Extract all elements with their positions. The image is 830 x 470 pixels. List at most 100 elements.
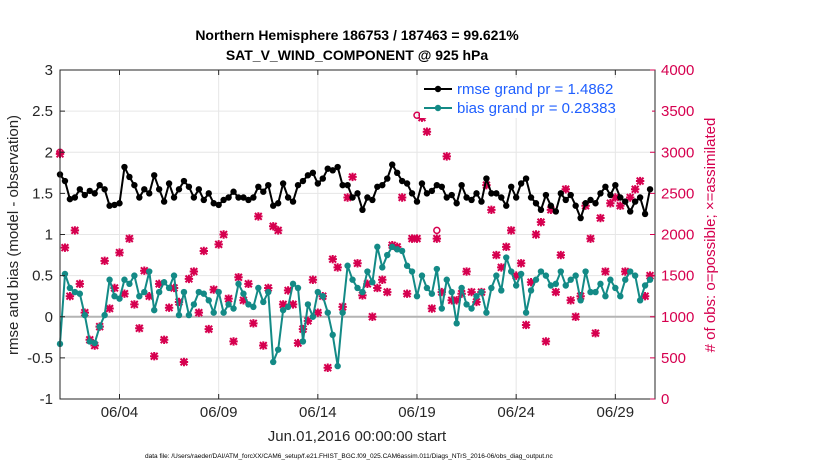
data-point-rmse [503,202,510,209]
data-point-obs-assimilated [586,234,595,243]
marker-shape [60,243,70,252]
data-point-bias [562,282,569,289]
data-point-bias [617,292,624,300]
data-point-rmse [230,188,237,195]
data-point-obs-assimilated [467,287,476,297]
data-point-rmse [567,191,574,199]
marker-shape [244,279,253,289]
data-point-bias [289,280,297,288]
marker-shape [427,304,437,313]
data-point-obs-assimilated [219,230,228,239]
data-point-bias [512,282,520,289]
y-axis-label: rmse and bias (model - observation) [5,115,22,355]
data-point-obs-assimilated [611,193,620,202]
data-point-obs-assimilated [105,304,114,313]
marker-shape [407,234,417,243]
data-point-rmse [577,214,584,222]
data-point-bias [349,276,356,283]
y-tick-label: 1 [45,227,53,244]
data-point-obs-assimilated [526,278,536,287]
chart-subtitle: SAT_V_WIND_COMPONENT @ 925 hPa [226,47,489,63]
data-point-bias [646,276,654,283]
marker-shape [249,319,258,328]
data-point-bias [205,297,212,304]
data-point-bias [250,303,257,311]
marker-shape [591,329,600,338]
marker-shape [516,259,526,268]
data-point-bias [597,280,604,288]
marker-shape [224,294,233,303]
marker-shape [288,300,298,309]
marker-shape [214,240,223,249]
marker-shape [432,234,442,243]
marker-shape [164,303,174,312]
data-point-rmse [210,200,217,207]
y-right-tick-label: 1500 [661,268,694,285]
data-point-obs-assimilated [551,287,561,297]
x-axis-label: Jun.01,2016 00:00:00 start [268,428,447,445]
legend-entry-bias: bias grand pr = 0.28383 [424,100,616,117]
data-point-rmse [374,183,381,190]
data-point-rmse [498,194,505,201]
data-point-rmse [151,172,158,179]
data-point-rmse [468,196,475,204]
data-point-rmse [488,190,495,197]
data-point-bias [180,288,188,296]
data-point-bias [86,338,93,345]
data-point-obs-assimilated [323,363,332,372]
marker-shape [323,363,332,372]
marker-shape [204,324,213,334]
data-point-bias [631,272,639,279]
data-point-rmse [597,190,604,197]
marker-shape [422,127,432,136]
x-tick-label: 06/14 [299,404,337,421]
data-point-bias [428,290,436,297]
data-point-bias [255,284,262,292]
data-point-rmse [612,181,619,189]
data-point-rmse [622,198,629,205]
data-point-bias [354,284,361,292]
data-point-rmse [537,206,545,214]
marker-shape [526,278,536,287]
data-point-obs-assimilated [407,234,417,243]
marker-shape [363,279,372,289]
data-point-obs-assimilated [432,234,442,243]
data-point-rmse [532,200,540,207]
data-point-bias [438,305,445,312]
data-point-bias [121,276,128,283]
marker-shape [561,185,570,194]
data-point-bias [71,288,79,296]
data-point-bias [76,290,84,297]
data-point-rmse [76,186,84,193]
marker-shape [616,201,625,210]
data-point-bias [552,280,560,288]
data-point-rmse [180,177,188,185]
data-point-bias [577,297,584,304]
data-point-obs-assimilated [621,267,630,276]
marker-shape [551,287,561,297]
data-point-obs-assimilated [169,283,179,293]
marker-shape [462,267,471,276]
data-point-rmse [522,175,530,182]
data-point-obs-assimilated [70,226,80,235]
data-point-obs-assimilated [273,226,283,235]
data-point-rmse [314,180,322,187]
marker-shape [482,180,491,190]
data-point-obs-assimilated [125,234,134,243]
data-point-obs-assimilated [110,283,119,293]
data-point-rmse [582,200,589,207]
x-tick-label: 06/29 [597,404,635,421]
data-point-rmse [255,183,262,190]
marker-shape [209,285,218,294]
data-point-bias [527,287,535,294]
data-point-bias [344,262,351,269]
data-point-rmse [329,167,336,174]
marker-shape [269,222,278,231]
data-point-obs-assimilated [65,291,75,301]
data-point-obs-assimilated [378,275,387,284]
data-point-bias [517,270,525,278]
data-point-bias [155,288,163,296]
marker-shape [140,266,149,275]
data-point-rmse [334,163,341,171]
marker-shape [199,246,208,256]
